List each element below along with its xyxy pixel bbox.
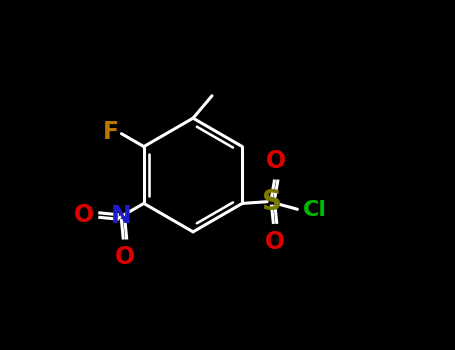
Text: O: O <box>265 230 285 254</box>
Text: F: F <box>102 120 119 144</box>
Text: S: S <box>262 188 282 216</box>
Text: O: O <box>115 245 135 269</box>
Text: N: N <box>111 204 132 228</box>
Text: O: O <box>266 149 286 173</box>
Text: Cl: Cl <box>303 200 327 220</box>
Text: O: O <box>74 203 94 226</box>
